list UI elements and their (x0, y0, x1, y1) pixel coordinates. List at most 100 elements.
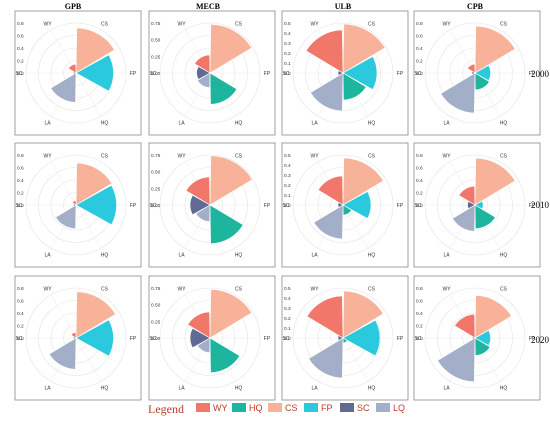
panel-mecb-2020: CS FP HQ LA SC WY 0.75 0.50 0.25 0.00 (148, 275, 276, 401)
direction-label-cs: CS (500, 287, 508, 293)
panel-frame (413, 10, 541, 136)
radial-tick-label: 0.0 (17, 203, 24, 209)
bar-lq (197, 337, 211, 353)
direction-label-cs: CS (235, 154, 243, 160)
radial-tick-label: 0.4 (17, 46, 24, 52)
direction-label-sc: SC (415, 336, 422, 342)
radial-tick-label: 0.2 (416, 324, 423, 330)
panel-gpb-2020: CS FP HQ LA SC WY 0.8 0.6 0.4 0.2 0.0 (14, 275, 142, 401)
direction-label-wy: WY (177, 22, 186, 28)
radial-tick-label: 0.2 (17, 191, 24, 197)
radial-tick-label: 0.6 (17, 34, 24, 40)
direction-label-hq: HQ (101, 385, 109, 391)
direction-label-cs: CS (368, 287, 376, 293)
bar-fp (75, 184, 117, 226)
radial-tick-label: 0.00 (151, 336, 161, 342)
direction-label-fp: FP (397, 336, 404, 342)
bar-fp (342, 191, 372, 219)
bar-cs (75, 291, 117, 339)
radial-tick-label: 0.5 (284, 153, 291, 159)
bar-wy (70, 332, 77, 339)
legend: Legend WY HQ CS FP SC LQ (148, 402, 405, 416)
legend-item-hq: HQ (232, 403, 263, 413)
radial-tick-label: 0.0 (17, 71, 24, 77)
direction-label-la: LA (44, 252, 51, 258)
radial-tick-label: 0.8 (416, 153, 423, 159)
panel-ulb-2010: CS FP HQ LA SC WY 0.5 0.4 0.3 0.2 0.1 0.0 (281, 142, 409, 268)
panel-ulb-2020: CS FP HQ LA SC WY 0.5 0.4 0.3 0.2 0.1 0.0 (281, 275, 409, 401)
direction-label-sc: SC (16, 203, 23, 209)
radial-tick-label: 0.6 (416, 34, 423, 40)
legend-item-sc: SC (340, 403, 370, 413)
column-title-gpb: GPB (65, 2, 82, 11)
panel-frame (14, 142, 142, 268)
direction-label-la: LA (44, 385, 51, 391)
direction-label-la: LA (178, 120, 185, 126)
bar-fp (75, 319, 114, 357)
panel-ulb-2000: CS FP HQ LA SC WY 0.5 0.4 0.3 0.2 0.1 0.0 (281, 10, 409, 136)
direction-label-sc: SC (16, 71, 23, 77)
radial-tick-label: 0.3 (284, 173, 291, 179)
bar-sc (189, 194, 211, 216)
direction-label-hq: HQ (500, 120, 508, 126)
legend-item-cs: CS (268, 403, 298, 413)
direction-label-cs: CS (101, 154, 109, 160)
direction-label-wy: WY (310, 154, 319, 160)
radial-tick-label: 0.6 (17, 299, 24, 305)
direction-label-la: LA (311, 252, 318, 258)
radial-tick-label: 0.1 (284, 61, 291, 67)
bar-lq (308, 337, 344, 379)
direction-label-la: LA (443, 252, 450, 258)
bar-lq (437, 337, 476, 383)
bar-lq (310, 72, 344, 112)
radial-tick-label: 0.2 (416, 191, 423, 197)
bar-wy (317, 175, 344, 206)
radial-tick-label: 0.8 (17, 153, 24, 159)
panel-frame (281, 10, 409, 136)
bar-lq (440, 72, 476, 114)
direction-label-la: LA (443, 385, 450, 391)
direction-label-sc: SC (283, 203, 290, 209)
panel-gpb-2010: CS FP HQ LA SC WY 0.8 0.6 0.4 0.2 0.0 (14, 142, 142, 268)
direction-label-hq: HQ (101, 252, 109, 258)
legend-swatch (196, 403, 210, 412)
radial-tick-label: 0.5 (284, 286, 291, 292)
bar-fp (342, 56, 378, 90)
radial-tick-label: 0.8 (416, 21, 423, 27)
grid-spoke (50, 161, 77, 206)
radial-tick-label: 0.0 (416, 71, 423, 77)
panel-cpb-2010: CS FP HQ LA SC WY 0.8 0.6 0.4 0.2 0.0 (413, 142, 541, 268)
bar-sc (189, 327, 211, 349)
legend-label: HQ (249, 403, 263, 413)
bar-fp (75, 54, 114, 92)
legend-swatch (376, 403, 390, 412)
bar-lq (195, 204, 211, 222)
bar-cs (75, 27, 115, 74)
direction-label-la: LA (178, 252, 185, 258)
direction-label-hq: HQ (368, 120, 376, 126)
bar-hq (209, 72, 238, 105)
legend-label: SC (357, 403, 370, 413)
direction-label-la: LA (178, 385, 185, 391)
legend-swatch (340, 403, 354, 412)
bar-hq (474, 72, 490, 91)
grid-spoke (75, 72, 102, 117)
bar-cs (474, 25, 516, 74)
radial-tick-label: 0.0 (416, 336, 423, 342)
column-title-mecb: MECB (196, 2, 221, 11)
radial-tick-label: 0.25 (151, 54, 161, 60)
direction-label-hq: HQ (235, 120, 243, 126)
direction-label-wy: WY (442, 154, 451, 160)
radial-tick-label: 0.4 (284, 163, 291, 169)
radial-tick-label: 0.4 (416, 46, 423, 52)
bar-cs (75, 162, 113, 206)
direction-label-la: LA (44, 120, 51, 126)
direction-label-sc: SC (150, 203, 157, 209)
bar-lq (452, 204, 476, 232)
radial-tick-label: 0.2 (284, 183, 291, 189)
bar-cs (209, 289, 253, 339)
radial-tick-label: 0.00 (151, 203, 161, 209)
direction-label-wy: WY (442, 22, 451, 28)
